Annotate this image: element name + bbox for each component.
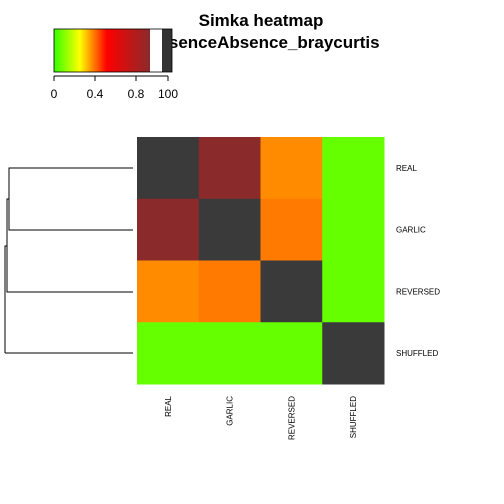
heatmap-cell-shuffled-reversed — [260, 322, 323, 385]
heatmap-cell-shuffled-shuffled — [322, 322, 385, 385]
heatmap-cell-reversed-shuffled — [322, 260, 385, 323]
heatmap-cell-reversed-reversed — [260, 260, 323, 323]
heatmap-cell-garlic-reversed — [260, 198, 323, 261]
dendrogram-join-three — [4, 245, 7, 353]
color-key-tick-label: 100 — [158, 87, 178, 101]
heatmap-cell-real-garlic — [198, 137, 261, 200]
column-labels: REAL GARLIC REVERSED SHUFFLED — [164, 395, 358, 440]
color-key-tick-label: 0 — [51, 87, 58, 101]
column-label-garlic: GARLIC — [226, 396, 235, 426]
row-label-reversed: REVERSED — [396, 287, 440, 296]
dendrogram-branch-real — [8, 167, 133, 199]
column-label-reversed: REVERSED — [287, 396, 296, 440]
color-key: 0 0.4 0.8 100 — [51, 28, 178, 101]
heatmap-cell-shuffled-garlic — [198, 322, 261, 385]
chart-title-line-1: Simka heatmap — [199, 11, 324, 30]
heatmap-cell-garlic-garlic — [198, 198, 261, 261]
heatmap-cell-real-shuffled — [322, 137, 385, 200]
row-dendrogram — [4, 167, 133, 354]
color-key-white-band — [150, 29, 162, 72]
column-label-real: REAL — [164, 395, 173, 416]
heatmap-cell-reversed-real — [137, 260, 200, 323]
heatmap-cell-real-reversed — [260, 137, 323, 200]
row-label-shuffled: SHUFFLED — [396, 349, 438, 358]
heatmap-cell-reversed-garlic — [198, 260, 261, 323]
dendrogram-branch-reversed — [6, 246, 133, 293]
heatmap-cell-real-real — [137, 137, 200, 200]
color-key-tick-label: 0.8 — [128, 87, 145, 101]
row-labels: REAL GARLIC REVERSED SHUFFLED — [396, 164, 440, 358]
color-key-bar — [54, 29, 150, 72]
heatmap-cell-garlic-real — [137, 198, 200, 261]
row-label-garlic: GARLIC — [396, 226, 426, 235]
color-key-dark-band — [162, 29, 172, 72]
color-key-frame — [53, 28, 173, 73]
column-label-shuffled: SHUFFLED — [349, 396, 358, 438]
color-key-tick-label: 0.4 — [87, 87, 104, 101]
color-key-axis: 0 0.4 0.8 100 — [51, 75, 178, 101]
row-label-real: REAL — [396, 164, 417, 173]
heatmap-cells — [137, 137, 385, 385]
heatmap-cell-shuffled-real — [137, 322, 200, 385]
chart-title-line-2: presenceAbsence_braycurtis — [142, 33, 379, 52]
dendrogram-join-real-garlic — [6, 198, 9, 246]
heatmap-cell-garlic-shuffled — [322, 198, 385, 261]
dendrogram-branch-garlic — [8, 199, 133, 231]
